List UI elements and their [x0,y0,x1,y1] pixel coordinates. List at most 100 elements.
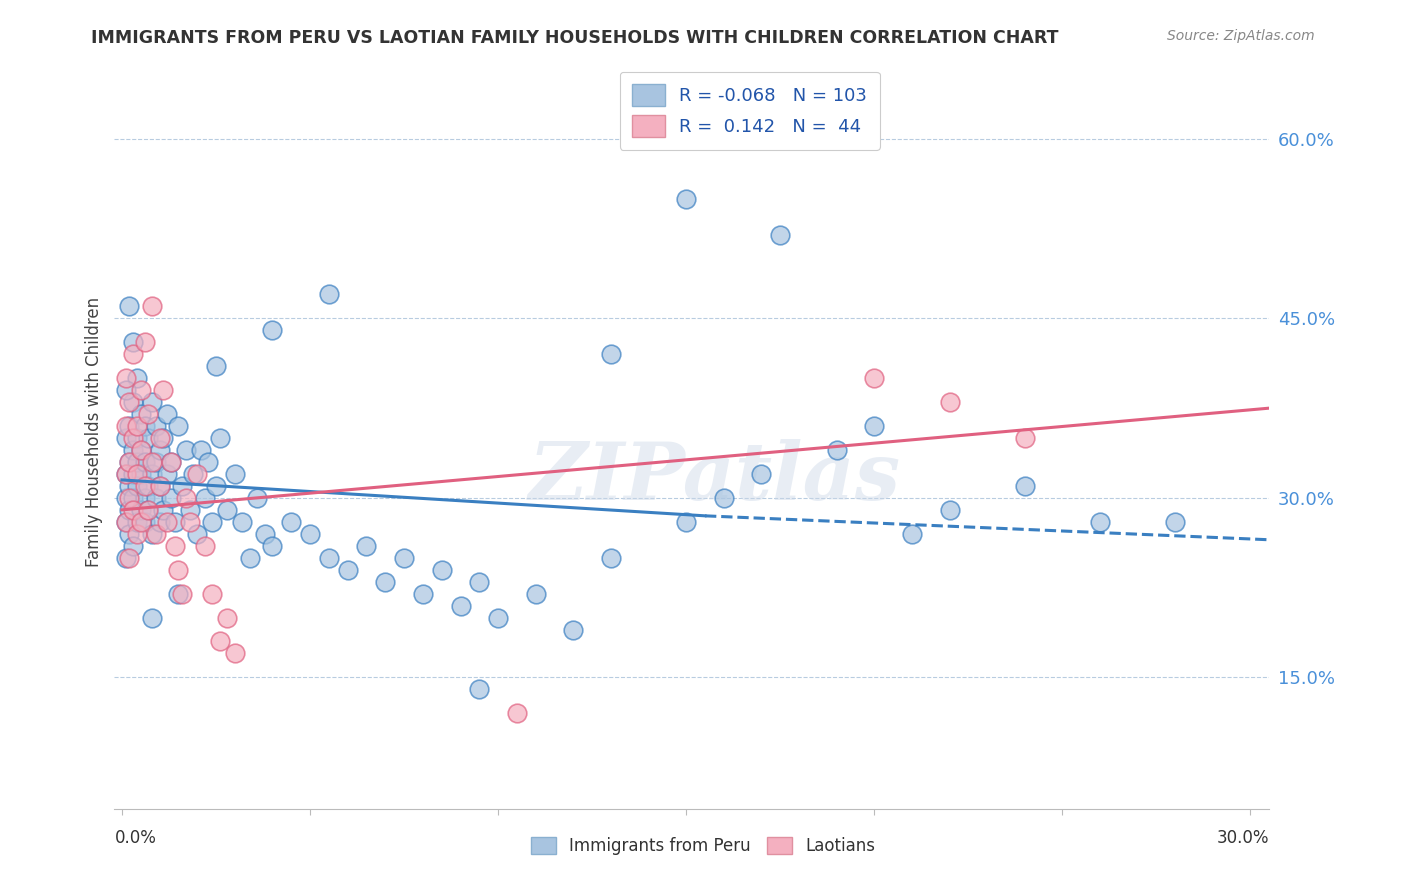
Point [201,586,224,600]
Point [262,539,284,553]
Point [205,479,228,493]
Point [118,491,141,505]
Point [262,323,284,337]
Point [194,491,217,505]
Point [118,419,141,434]
Point [118,479,141,493]
Point [148,431,170,445]
Point [156,515,179,529]
Point [122,539,145,553]
Point [201,515,224,529]
Point [136,407,159,421]
Point [167,586,190,600]
Point [122,467,145,481]
Point [136,503,159,517]
Point [125,479,148,493]
Point [506,706,529,721]
Point [136,431,159,445]
Point [524,586,547,600]
Point [197,455,219,469]
Point [217,503,239,517]
Text: 30.0%: 30.0% [1216,829,1270,847]
Point [134,491,156,505]
Point [148,515,170,529]
Point [486,610,509,624]
Point [145,419,167,434]
Point [125,467,148,481]
Point [863,371,886,385]
Point [190,443,212,458]
Point [600,347,623,361]
Point [129,383,152,397]
Point [174,443,197,458]
Point [1164,515,1187,529]
Point [129,443,152,458]
Point [1014,431,1036,445]
Point [134,479,156,493]
Point [122,491,145,505]
Point [129,467,152,481]
Point [122,395,145,409]
Point [114,515,136,529]
Point [122,431,145,445]
Point [122,347,145,361]
Point [1088,515,1111,529]
Point [675,515,697,529]
Point [179,503,201,517]
Point [167,419,190,434]
Point [318,550,340,565]
Point [450,599,472,613]
Point [114,383,136,397]
Point [118,503,141,517]
Point [141,467,163,481]
Point [114,467,136,481]
Point [1014,479,1036,493]
Text: ZIPatlas: ZIPatlas [529,439,901,516]
Point [141,526,163,541]
Point [134,515,156,529]
Text: IMMIGRANTS FROM PERU VS LAOTIAN FAMILY HOUSEHOLDS WITH CHILDREN CORRELATION CHAR: IMMIGRANTS FROM PERU VS LAOTIAN FAMILY H… [91,29,1059,46]
Point [224,647,246,661]
Point [675,192,697,206]
Point [114,419,136,434]
Point [125,431,148,445]
Point [825,443,848,458]
Point [122,503,145,517]
Point [129,503,152,517]
Point [114,467,136,481]
Point [468,682,491,697]
Point [208,431,231,445]
Point [141,610,163,624]
Point [114,550,136,565]
Point [129,443,152,458]
Point [125,455,148,469]
Point [114,515,136,529]
Point [152,383,174,397]
Point [468,574,491,589]
Point [160,455,183,469]
Point [167,563,190,577]
Text: Source: ZipAtlas.com: Source: ZipAtlas.com [1167,29,1315,43]
Point [152,431,174,445]
Text: 0.0%: 0.0% [114,829,156,847]
Legend: R = -0.068   N = 103, R =  0.142   N =  44: R = -0.068 N = 103, R = 0.142 N = 44 [620,71,880,150]
Point [134,455,156,469]
Point [148,443,170,458]
Point [430,563,453,577]
Point [125,515,148,529]
Y-axis label: Family Households with Children: Family Households with Children [86,297,103,567]
Point [118,395,141,409]
Point [129,407,152,421]
Point [145,455,167,469]
Point [280,515,302,529]
Point [205,359,228,374]
Point [239,550,262,565]
Point [163,539,186,553]
Point [160,455,183,469]
Point [118,526,141,541]
Point [253,526,276,541]
Point [156,407,179,421]
Point [299,526,322,541]
Point [148,479,170,493]
Point [356,539,378,553]
